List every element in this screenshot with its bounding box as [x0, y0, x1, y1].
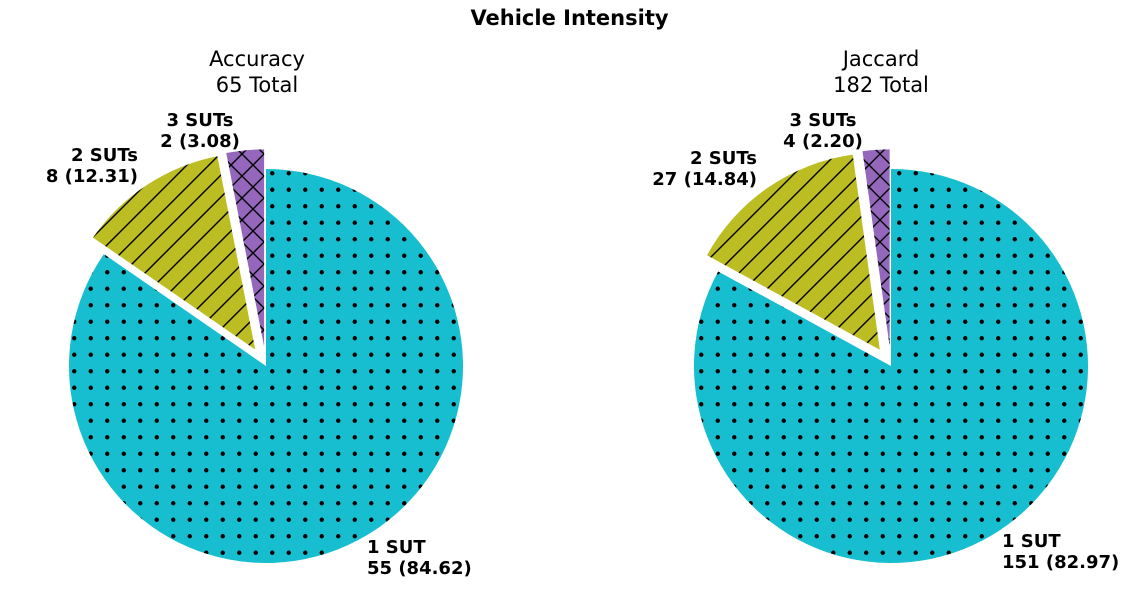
slice-label-name: 1 SUT	[367, 537, 426, 558]
accuracy-panel-title: Accuracy 65 Total	[127, 46, 387, 98]
jaccard-label-3-suts: 3 SUTs 4 (2.20)	[765, 110, 881, 152]
pie-slice-3-suts	[226, 149, 265, 347]
slice-label-value: 4 (2.20)	[783, 131, 863, 152]
jaccard-label-2-suts: 2 SUTs 27 (14.84)	[652, 148, 757, 190]
slice-pattern	[862, 149, 890, 347]
accuracy-total: 65 Total	[215, 73, 299, 97]
slice-pattern	[68, 169, 463, 563]
accuracy-label-3-suts: 3 SUTs 2 (3.08)	[142, 110, 258, 152]
jaccard-total: 182 Total	[833, 73, 929, 97]
slice-label-name: 2 SUTs	[690, 148, 757, 169]
pie-slice-1-sut	[68, 169, 463, 563]
slice-pattern	[706, 154, 880, 350]
slice-label-name: 3 SUTs	[166, 110, 234, 131]
accuracy-label-2-suts: 2 SUTs 8 (12.31)	[46, 145, 138, 187]
slice-label-value: 8 (12.31)	[45, 166, 138, 187]
jaccard-pie	[694, 149, 1088, 563]
slice-label-value: 27 (14.84)	[652, 169, 757, 190]
pie-slice-1-sut	[694, 169, 1088, 563]
slice-pattern	[226, 149, 265, 347]
slice-label-value: 2 (3.08)	[160, 131, 240, 152]
accuracy-title: Accuracy	[209, 47, 305, 71]
pie-slice-2-suts	[93, 156, 256, 350]
slice-label-value: 151 (82.97)	[1002, 552, 1120, 573]
slice-pattern	[694, 169, 1088, 563]
slice-label-name: 3 SUTs	[789, 110, 857, 131]
accuracy-pie	[68, 149, 463, 563]
slice-label-value: 55 (84.62)	[367, 558, 472, 579]
figure-title: Vehicle Intensity	[470, 6, 669, 30]
slice-label-name: 2 SUTs	[71, 145, 138, 166]
accuracy-label-1-sut: 1 SUT 55 (84.62)	[367, 537, 472, 579]
jaccard-label-1-sut: 1 SUT 151 (82.97)	[1002, 531, 1119, 573]
jaccard-title: Jaccard	[842, 47, 920, 71]
slice-label-name: 1 SUT	[1002, 531, 1061, 552]
slice-pattern	[93, 156, 256, 350]
pie-slice-2-suts	[706, 154, 880, 350]
pie-slice-3-suts	[862, 149, 890, 347]
jaccard-panel-title: Jaccard 182 Total	[751, 46, 1011, 98]
